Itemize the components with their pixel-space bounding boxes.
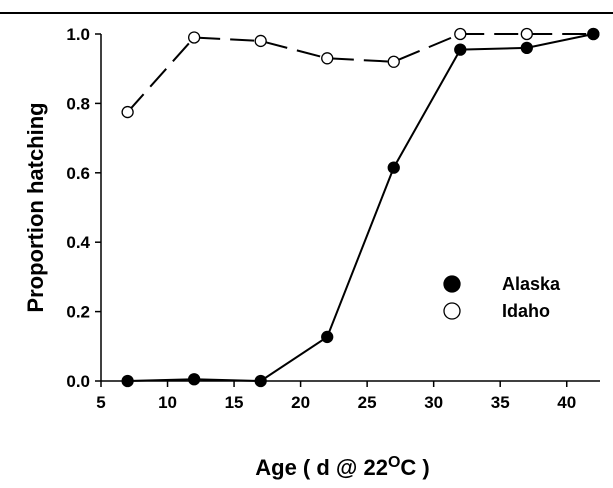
x-axis-label-unit: C ) [400,455,429,480]
series-line-alaska [127,33,594,383]
y-tick-label: 1.0 [66,25,90,44]
data-point-idaho [254,34,267,48]
plot-area: 5 10 15 20 25 30 35 40 0.0 0.2 0.4 0.6 0.8 1.0 [66,25,600,412]
data-point-alaska [187,373,201,386]
legend-label-idaho: Idaho [502,301,550,321]
legend: Alaska Idaho [443,274,561,321]
data-point-idaho [520,27,533,41]
data-point-idaho [187,31,201,44]
data-point-alaska [387,161,400,174]
data-point-alaska [454,43,467,56]
data-point-idaho [454,27,467,41]
x-axis-label-main: Age ( d @ 22 [255,455,388,480]
data-point-alaska [321,330,334,344]
x-axis-label-superscript: O [388,454,400,471]
data-point-idaho [387,55,400,68]
legend-marker-alaska [443,275,461,293]
series-layer [121,27,600,388]
x-tick-label: 10 [158,393,177,412]
y-axis-label: Proportion hatching [23,102,48,312]
data-point-alaska [587,27,600,41]
y-tick-label: 0.6 [66,164,90,183]
y-tick-label: 0.2 [66,303,90,322]
x-tick-label: 30 [424,393,443,412]
data-point-idaho [321,52,334,65]
y-tick-label: 0.0 [66,372,90,391]
y-ticks: 0.0 0.2 0.4 0.6 0.8 1.0 [66,25,101,391]
series-line-idaho [126,33,594,113]
data-point-alaska [254,374,267,388]
data-point-alaska [520,41,533,55]
x-tick-label: 15 [225,393,244,412]
x-tick-label: 40 [557,393,576,412]
y-tick-label: 0.4 [66,233,90,252]
x-tick-label: 20 [291,393,310,412]
legend-label-alaska: Alaska [502,274,561,294]
x-ticks: 5 10 15 20 25 30 35 40 [96,381,576,412]
legend-marker-idaho [443,302,461,320]
data-point-alaska [121,374,134,388]
x-tick-label: 25 [358,393,377,412]
x-axis-label: Age ( d @ 22OC ) [255,454,429,480]
y-tick-label: 0.8 [66,94,90,113]
x-tick-label: 5 [96,393,105,412]
x-tick-label: 35 [491,393,510,412]
data-point-idaho [121,105,134,119]
